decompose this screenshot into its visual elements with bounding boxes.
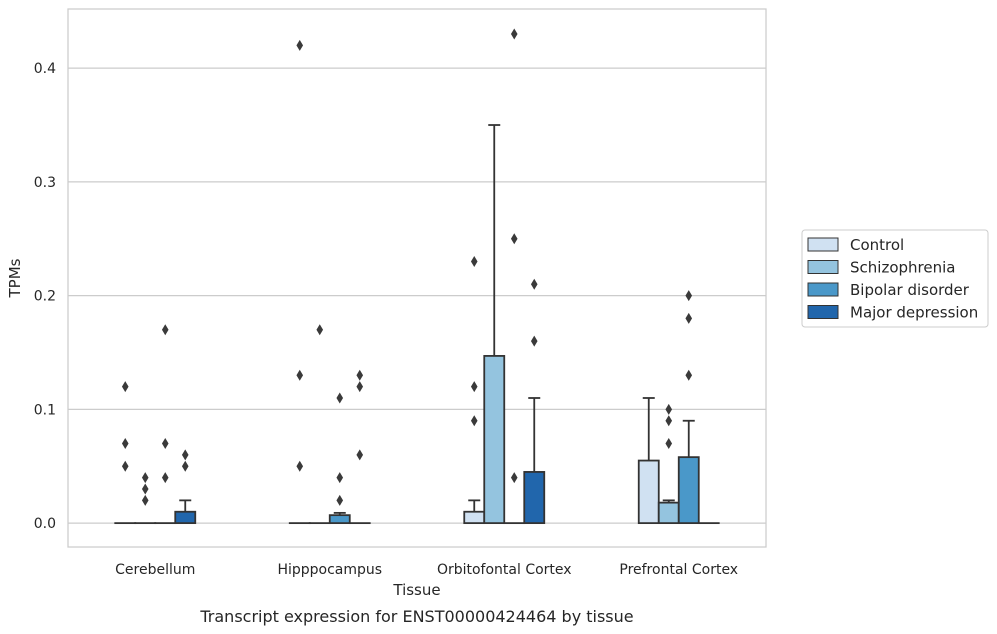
outlier-point xyxy=(685,312,693,324)
y-tick-label: 0.4 xyxy=(34,61,56,77)
outliers xyxy=(121,28,693,506)
y-tick-label: 0.0 xyxy=(34,516,56,532)
outlier-point xyxy=(316,324,324,336)
legend-swatch xyxy=(807,237,839,252)
outlier-point xyxy=(665,403,673,415)
legend-swatch xyxy=(807,305,839,319)
chart-caption: Transcript expression for ENST0000042446… xyxy=(199,607,633,626)
outlier-point xyxy=(356,381,364,393)
bar xyxy=(463,510,486,525)
outlier-point xyxy=(141,494,149,506)
outlier-point xyxy=(141,472,149,484)
outlier-point xyxy=(296,460,304,472)
legend-frame xyxy=(801,229,989,328)
outlier-point xyxy=(665,437,673,449)
legend-label: Bipolar disorder xyxy=(850,281,970,299)
outlier-point xyxy=(296,369,304,381)
outlier-point xyxy=(161,472,169,484)
outlier-point xyxy=(356,369,364,381)
bar xyxy=(174,510,197,525)
outlier-point xyxy=(121,460,129,472)
outlier-point xyxy=(141,483,149,495)
outlier-point xyxy=(336,494,344,506)
outlier-point xyxy=(161,437,169,449)
outlier-point xyxy=(530,335,538,347)
y-tick-label: 0.3 xyxy=(34,175,56,191)
grid-lines xyxy=(68,67,766,524)
outlier-point xyxy=(336,472,344,484)
outlier-point xyxy=(121,437,129,449)
x-tick-label: Cerebellum xyxy=(115,562,195,578)
outlier-point xyxy=(121,381,129,393)
outlier-point xyxy=(510,472,518,484)
outlier-point xyxy=(470,381,478,393)
outlier-point xyxy=(470,256,478,268)
outlier-point xyxy=(296,39,304,51)
x-axis-label: Tissue xyxy=(392,581,440,599)
outlier-point xyxy=(470,415,478,427)
bars xyxy=(114,355,720,525)
legend-swatch xyxy=(807,282,839,297)
y-axis: 0.0 0.1 0.2 0.3 0.4 xyxy=(34,61,56,532)
legend-label: Control xyxy=(850,236,904,254)
bar xyxy=(677,456,700,525)
outlier-point xyxy=(510,28,518,40)
outlier-point xyxy=(685,290,693,302)
outlier-point xyxy=(181,449,189,461)
outlier-point xyxy=(181,460,189,472)
bar xyxy=(483,355,506,525)
x-axis: Cerebellum Hipppocampus Orbitofontal Corte… xyxy=(115,562,738,578)
x-tick-label: Hipppocampus xyxy=(277,562,382,578)
x-tick-label: Prefrontal Cortex xyxy=(619,562,738,578)
legend-label: Schizophrenia xyxy=(850,259,955,277)
outlier-point xyxy=(665,415,673,427)
y-tick-label: 0.1 xyxy=(34,402,56,418)
x-tick-label: Orbitofontal Cortex xyxy=(437,562,572,578)
outlier-point xyxy=(356,449,364,461)
outlier-point xyxy=(530,278,538,290)
outlier-point xyxy=(336,392,344,404)
bar xyxy=(523,471,546,525)
y-tick-label: 0.2 xyxy=(34,289,56,305)
y-axis-label: TPMs xyxy=(6,258,24,298)
legend: Control Schizophrenia Bipolar disorder Majo… xyxy=(801,229,989,328)
bar xyxy=(657,501,680,525)
bar xyxy=(637,459,660,525)
error-bars xyxy=(179,124,695,516)
legend-swatch xyxy=(807,260,839,274)
bar xyxy=(328,514,351,525)
outlier-point xyxy=(161,324,169,336)
plot-frame xyxy=(67,8,767,548)
outlier-point xyxy=(510,233,518,245)
legend-label: Major depression xyxy=(850,304,978,322)
outlier-point xyxy=(685,369,693,381)
